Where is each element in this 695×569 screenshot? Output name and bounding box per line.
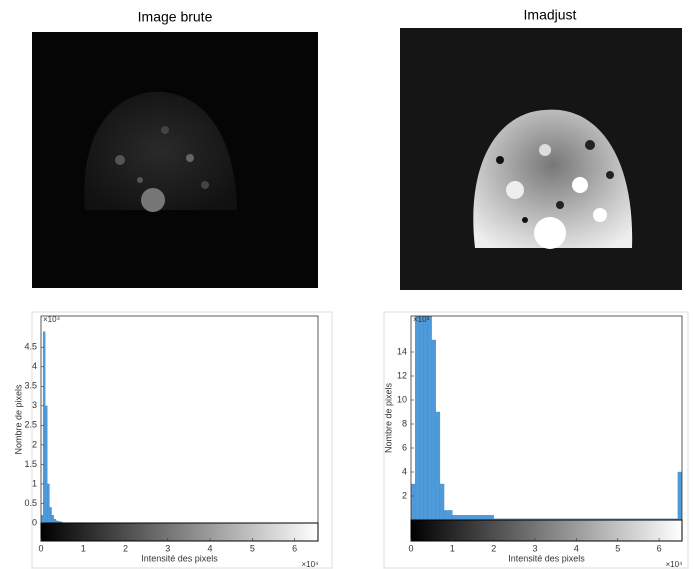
bar [452,515,494,520]
image-title: Image brute [138,9,213,25]
bar [431,339,436,520]
panel-border [383,311,689,569]
bar [443,510,453,520]
y-axis-label: Nombre de pixels [13,384,23,455]
x-exponent: ×10⁴ [301,560,319,569]
x-tick-label: 2 [123,543,128,553]
y-exponent: ×10⁴ [43,315,61,324]
bar [439,483,445,520]
bar [42,331,46,523]
axes-frame [40,315,319,524]
y-tick-label: 2.5 [24,420,37,430]
y-tick-label: 4 [402,466,407,476]
y-tick-label: 6 [402,442,407,452]
x-tick-label: 5 [250,543,255,553]
bar [47,483,50,523]
x-tick-label: 4 [574,543,579,553]
y-tick-label: 8 [402,418,407,428]
bars [41,331,84,523]
x-tick-label: 1 [450,543,455,553]
bar [59,521,63,523]
x-axis-label: Intensité des pixels [508,553,585,563]
raw-image [32,32,318,288]
x-tick-label: 1 [81,543,86,553]
x-tick-label: 3 [165,543,170,553]
adjusted-image [400,28,682,290]
x-tick-label: 5 [615,543,620,553]
bar [53,518,56,523]
y-tick-label: 14 [397,346,407,356]
image-title: Imadjust [524,7,577,23]
x-exponent: ×10⁴ [665,560,683,569]
y-tick-label: 4.5 [24,342,37,352]
bar [49,507,52,523]
colorbar [40,522,319,542]
bar [51,515,54,523]
axes-frame [410,315,683,521]
x-tick-label: 0 [38,543,43,553]
y-tick-label: 12 [397,370,407,380]
bar [45,405,48,523]
x-tick-label: 6 [292,543,297,553]
y-tick-label: 0 [32,517,37,527]
y-tick-label: 2 [32,439,37,449]
x-axis-label: Intensité des pixels [141,553,218,563]
y-tick-label: 10 [397,394,407,404]
y-exponent: ×10³ [413,315,430,324]
y-tick-label: 0.5 [24,498,37,508]
y-tick-label: 2 [402,490,407,500]
y-tick-label: 3.5 [24,381,37,391]
bar [435,411,441,520]
x-tick-label: 3 [533,543,538,553]
x-tick-label: 4 [208,543,213,553]
y-tick-label: 1.5 [24,459,37,469]
x-tick-label: 0 [408,543,413,553]
colorbar [410,519,683,542]
bars [411,316,682,520]
y-tick-label: 1 [32,478,37,488]
panel-border [31,311,333,569]
x-tick-label: 2 [491,543,496,553]
bar [411,483,416,520]
y-tick-label: 3 [32,400,37,410]
bar [677,471,682,520]
y-tick-label: 4 [32,361,37,371]
x-tick-label: 6 [657,543,662,553]
y-axis-label: Nombre de pixels [383,382,393,453]
